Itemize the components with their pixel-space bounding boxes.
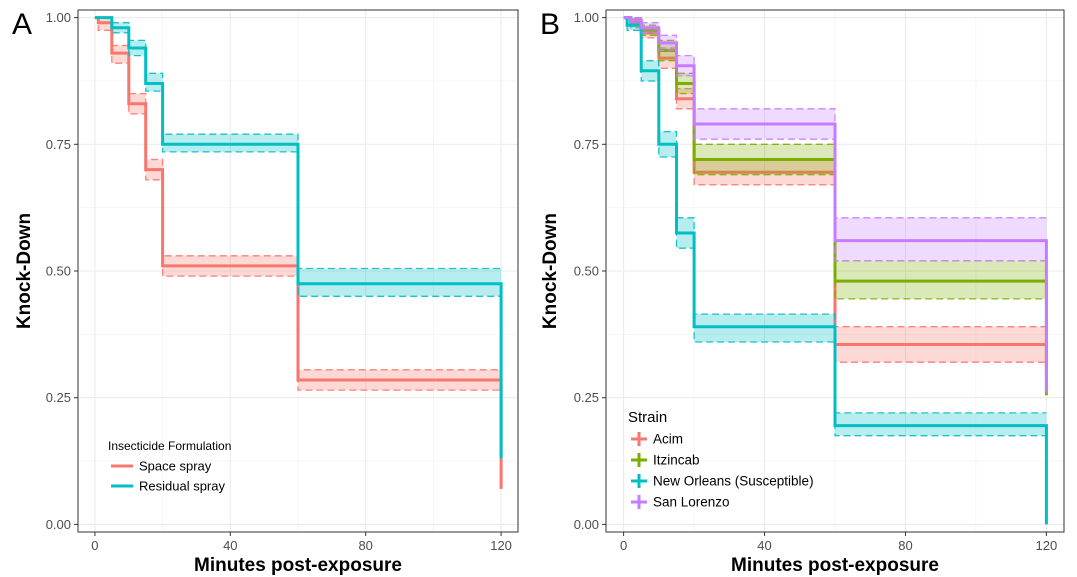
panel-a: 0 40 80 120 0.00 0.25 0.50 0.75 1.00 Minutes post… bbox=[12, 8, 519, 576]
x-axis-title: Minutes post-exposure bbox=[194, 555, 402, 576]
x-tick-label: 0 bbox=[91, 538, 98, 553]
axis-ticks: 0 40 80 120 0.00 0.25 0.50 0.75 1.00 bbox=[46, 10, 512, 553]
panel-tag: B bbox=[540, 8, 560, 41]
lower-ci-line bbox=[623, 16, 1047, 363]
legend-label: New Orleans (Susceptible) bbox=[653, 474, 814, 489]
y-tick-label: 0.00 bbox=[46, 517, 71, 532]
y-tick-label: 0.75 bbox=[574, 137, 599, 152]
x-tick-label: 80 bbox=[898, 538, 912, 553]
x-tick-label: 40 bbox=[223, 538, 237, 553]
legend-title: Insecticide Formulation bbox=[108, 439, 231, 453]
lower-ci-line bbox=[623, 16, 1047, 437]
series-san-lorenzo bbox=[623, 16, 1048, 393]
y-tick-label: 0.75 bbox=[46, 137, 71, 152]
y-tick-label: 0.50 bbox=[46, 264, 71, 279]
legend-label: Space spray bbox=[139, 459, 212, 474]
confidence-band bbox=[623, 17, 1047, 436]
legend: Strain Acim Itzincab New Orleans (Susceptib… bbox=[628, 409, 814, 510]
confidence-band bbox=[623, 17, 1047, 363]
legend-title: Strain bbox=[628, 409, 667, 426]
legend-key bbox=[631, 495, 647, 509]
panel-tag: A bbox=[12, 8, 32, 41]
y-tick-label: 0.50 bbox=[574, 264, 599, 279]
upper-ci-line bbox=[623, 16, 1047, 414]
x-tick-label: 120 bbox=[1036, 538, 1058, 553]
upper-ci-line bbox=[623, 16, 1047, 219]
survival-step-line bbox=[94, 16, 503, 489]
legend-label: Itzincab bbox=[653, 453, 700, 468]
lower-ci-line bbox=[623, 16, 1047, 262]
y-tick-label: 0.25 bbox=[46, 390, 71, 405]
legend-label: Residual spray bbox=[139, 479, 225, 494]
x-tick-label: 120 bbox=[490, 538, 512, 553]
y-tick-label: 0.25 bbox=[574, 390, 599, 405]
y-axis-title: Knock-Down bbox=[540, 213, 561, 329]
x-tick-label: 0 bbox=[620, 538, 627, 553]
survival-step-line bbox=[623, 16, 1048, 393]
y-tick-label: 1.00 bbox=[574, 10, 599, 25]
panel-b: 0 40 80 120 0.00 0.25 0.50 0.75 1.00 Minutes post… bbox=[540, 8, 1065, 576]
confidence-band bbox=[94, 17, 502, 297]
x-axis-title: Minutes post-exposure bbox=[731, 555, 939, 576]
legend-label: San Lorenzo bbox=[653, 495, 730, 510]
x-tick-label: 80 bbox=[358, 538, 372, 553]
legend-label: Acim bbox=[653, 432, 683, 447]
lower-ci-line bbox=[94, 16, 502, 391]
survival-step-line bbox=[623, 16, 1048, 525]
series-new-orleans-susceptible bbox=[623, 16, 1048, 525]
x-tick-label: 40 bbox=[757, 538, 771, 553]
legend-key bbox=[631, 453, 647, 467]
survival-step-line bbox=[94, 16, 503, 459]
legend: Insecticide Formulation Space spray Residu… bbox=[108, 439, 231, 494]
series-residual-spray bbox=[94, 16, 503, 459]
y-tick-label: 0.00 bbox=[574, 517, 599, 532]
axis-ticks: 0 40 80 120 0.00 0.25 0.50 0.75 1.00 bbox=[574, 10, 1058, 553]
legend-key bbox=[631, 432, 647, 446]
y-tick-label: 1.00 bbox=[46, 10, 71, 25]
y-axis-title: Knock-Down bbox=[14, 213, 35, 329]
legend-key bbox=[631, 474, 647, 488]
